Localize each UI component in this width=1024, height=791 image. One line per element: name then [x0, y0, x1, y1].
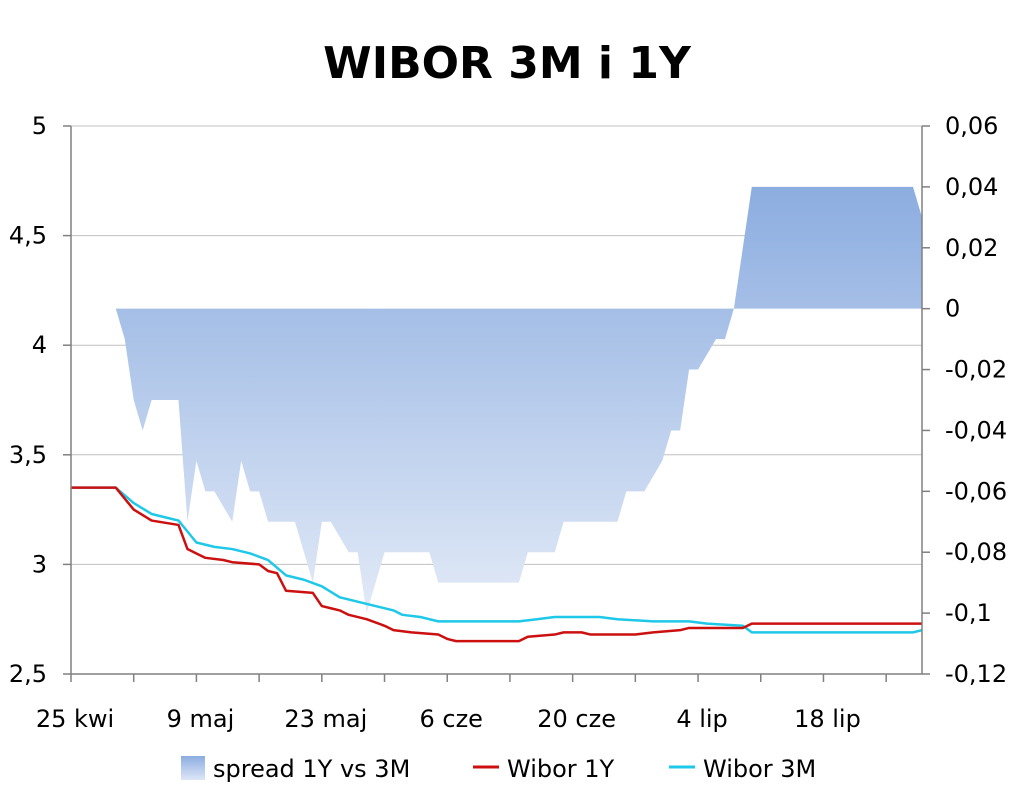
spread-area-layer	[115, 186, 923, 614]
y-left-tick-label: 2,5	[9, 660, 47, 688]
x-tick-label: 23 maj	[284, 705, 367, 733]
y-right-tick-label: -0,06	[945, 477, 1007, 505]
y-right-tick-label: 0,02	[945, 234, 998, 262]
wibor-1y-line	[71, 486, 922, 643]
y-left-tick-label: 3	[32, 550, 47, 578]
y-right-tick-label: -0,04	[945, 416, 1007, 444]
spread-1y-vs-3m-area	[115, 186, 923, 614]
y-right-tick-label: -0,08	[945, 538, 1007, 566]
legend: spread 1Y vs 3M Wibor 1Y Wibor 3M	[181, 755, 816, 783]
y-right-tick-label: -0,12	[945, 660, 1007, 688]
rate-lines-layer	[71, 486, 923, 643]
y-right-tick-label: -0,02	[945, 356, 1007, 384]
x-tick-label: 4 lip	[676, 705, 727, 733]
x-tick-label: 6 cze	[419, 705, 482, 733]
wibor-3m-line	[71, 486, 923, 634]
y-right-tick-label: 0,04	[945, 173, 998, 201]
x-tick-label: 18 lip	[794, 705, 861, 733]
y-left-tick-label: 5	[32, 112, 47, 140]
y-right-tick-label: -0,1	[945, 599, 992, 627]
y-right-tick-label: 0	[945, 295, 960, 323]
axes	[63, 125, 930, 682]
legend-label-wibor-3m: Wibor 3M	[703, 755, 816, 783]
x-tick-label: 25 kwi	[36, 705, 114, 733]
tick-labels: 2,5 3 3,5 4 4,5 5 -0,12 -0,1 -0,08 -0,06 -0,04 -0,0…	[9, 112, 1007, 733]
chart-title: WIBOR 3M i 1Y	[323, 38, 692, 89]
legend-swatch-spread	[181, 756, 205, 780]
y-left-tick-label: 4	[32, 331, 47, 359]
y-left-tick-label: 3,5	[9, 441, 47, 469]
y-right-tick-label: 0,06	[945, 112, 998, 140]
legend-label-wibor-1y: Wibor 1Y	[507, 755, 615, 783]
y-left-tick-label: 4,5	[9, 222, 47, 250]
x-tick-label: 9 maj	[167, 705, 235, 733]
x-tick-label: 20 cze	[537, 705, 616, 733]
legend-label-spread: spread 1Y vs 3M	[213, 755, 410, 783]
